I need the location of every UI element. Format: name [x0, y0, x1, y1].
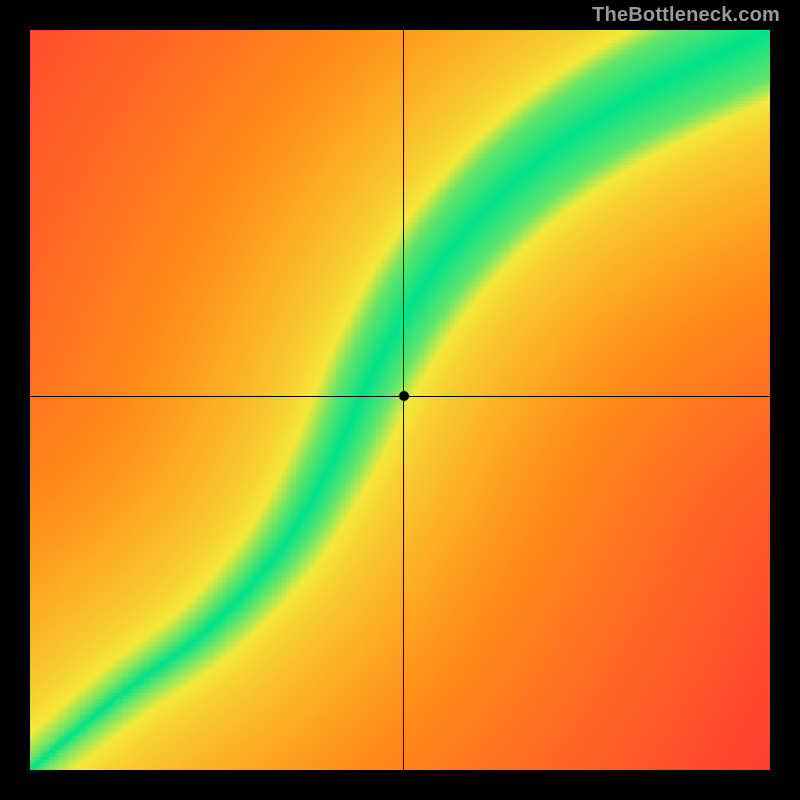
plot-border-left [0, 0, 30, 800]
plot-border-right [770, 0, 800, 800]
marker-point [399, 391, 409, 401]
watermark-text: TheBottleneck.com [592, 4, 780, 27]
plot-border-bottom [0, 770, 800, 800]
chart-container: TheBottleneck.com [0, 0, 800, 800]
